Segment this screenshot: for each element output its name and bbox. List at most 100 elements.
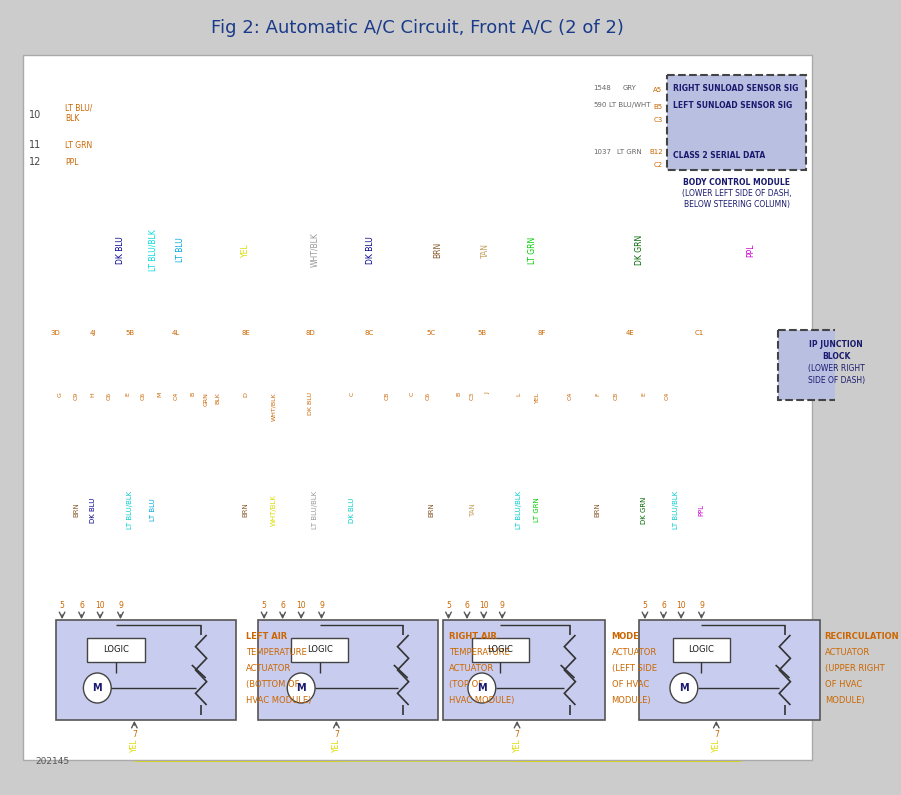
Text: 4J: 4J <box>89 330 96 336</box>
Text: RIGHT SUNLOAD SENSOR SIG: RIGHT SUNLOAD SENSOR SIG <box>673 83 798 92</box>
Text: (LOWER LEFT SIDE OF DASH,: (LOWER LEFT SIDE OF DASH, <box>682 189 791 198</box>
Text: C6: C6 <box>425 392 431 400</box>
Text: YEL: YEL <box>513 739 522 752</box>
Text: LEFT SUNLOAD SENSOR SIG: LEFT SUNLOAD SENSOR SIG <box>673 100 792 110</box>
Text: TAN: TAN <box>481 242 490 258</box>
Text: MODULE): MODULE) <box>824 696 864 705</box>
Text: PPL: PPL <box>698 504 705 516</box>
Text: TAN: TAN <box>469 503 476 517</box>
Circle shape <box>670 673 697 703</box>
Text: HVAC MODULE): HVAC MODULE) <box>246 696 311 705</box>
Text: DK GRN: DK GRN <box>641 496 647 524</box>
Text: BRN: BRN <box>73 502 79 518</box>
Text: LT BLU/BLK: LT BLU/BLK <box>673 491 679 529</box>
Text: LT BLU: LT BLU <box>177 238 186 262</box>
Text: YEL: YEL <box>535 392 540 403</box>
Text: 5: 5 <box>59 601 65 610</box>
Text: DK BLU: DK BLU <box>90 498 96 522</box>
Text: 590: 590 <box>593 102 606 108</box>
Text: IP JUNCTION: IP JUNCTION <box>809 340 863 349</box>
Text: (LEFT SIDE: (LEFT SIDE <box>612 664 657 673</box>
Text: 8F: 8F <box>538 330 546 336</box>
Text: Fig 2: Automatic A/C Circuit, Front A/C (2 of 2): Fig 2: Automatic A/C Circuit, Front A/C … <box>211 19 623 37</box>
Text: 9: 9 <box>118 601 123 610</box>
Text: LT BLU/WHT: LT BLU/WHT <box>609 102 651 108</box>
Text: (UPPER RIGHT: (UPPER RIGHT <box>824 664 885 673</box>
Text: C8: C8 <box>614 392 619 400</box>
Text: LT GRN: LT GRN <box>617 149 642 155</box>
Text: YEL: YEL <box>241 243 250 257</box>
Text: BLK: BLK <box>215 392 220 404</box>
Text: 5: 5 <box>261 601 267 610</box>
Text: G: G <box>58 392 63 397</box>
Text: BRN: BRN <box>432 242 441 258</box>
FancyBboxPatch shape <box>291 638 349 662</box>
Text: ACTUATOR: ACTUATOR <box>612 648 657 657</box>
Text: C4: C4 <box>665 392 669 401</box>
Text: 1548: 1548 <box>593 85 611 91</box>
Text: C6: C6 <box>141 392 145 400</box>
Text: C1: C1 <box>695 330 705 336</box>
Text: LT BLU/BLK: LT BLU/BLK <box>516 491 522 529</box>
Text: 5B: 5B <box>478 330 487 336</box>
Text: M: M <box>93 683 102 693</box>
Text: BRN: BRN <box>595 502 601 518</box>
Text: LT GRN: LT GRN <box>65 141 92 149</box>
Circle shape <box>287 673 315 703</box>
Text: OF HVAC: OF HVAC <box>824 680 862 689</box>
Text: 3D: 3D <box>50 330 60 336</box>
Text: TEMPERATURE: TEMPERATURE <box>246 648 306 657</box>
Text: BODY CONTROL MODULE: BODY CONTROL MODULE <box>683 178 790 187</box>
Text: (BOTTOM OF: (BOTTOM OF <box>246 680 299 689</box>
Text: MODULE): MODULE) <box>612 696 651 705</box>
Text: ACTUATOR: ACTUATOR <box>246 664 291 673</box>
Text: E: E <box>642 392 647 396</box>
Text: C6: C6 <box>107 392 112 400</box>
Text: 7: 7 <box>334 730 339 739</box>
Text: B: B <box>456 392 461 396</box>
FancyBboxPatch shape <box>56 620 236 720</box>
Text: C4: C4 <box>174 392 178 401</box>
Text: C9: C9 <box>74 392 78 401</box>
Text: B12: B12 <box>649 149 662 155</box>
FancyBboxPatch shape <box>51 340 768 388</box>
Text: M: M <box>679 683 688 693</box>
Text: 7: 7 <box>132 730 137 739</box>
Text: DK GRN: DK GRN <box>635 235 644 265</box>
Text: 7: 7 <box>714 730 719 739</box>
Text: 10: 10 <box>296 601 306 610</box>
Text: B5: B5 <box>653 104 662 110</box>
FancyBboxPatch shape <box>23 55 812 760</box>
Text: C8: C8 <box>385 392 390 400</box>
Text: LT BLU/BLK: LT BLU/BLK <box>149 229 158 271</box>
Text: LEFT AIR: LEFT AIR <box>246 632 287 641</box>
Text: 6: 6 <box>280 601 285 610</box>
Text: 202145: 202145 <box>35 758 69 766</box>
Text: BLK: BLK <box>65 114 79 122</box>
Text: A5: A5 <box>653 87 662 93</box>
Text: MODE: MODE <box>612 632 640 641</box>
Text: SIDE OF DASH): SIDE OF DASH) <box>807 376 865 385</box>
Text: BLOCK: BLOCK <box>822 352 851 361</box>
Text: M: M <box>296 683 306 693</box>
Text: LOGIC: LOGIC <box>688 646 714 654</box>
FancyBboxPatch shape <box>443 620 605 720</box>
Text: 10: 10 <box>479 601 488 610</box>
Text: B: B <box>190 392 196 396</box>
Text: 5C: 5C <box>426 330 435 336</box>
Text: CLASS 2 SERIAL DATA: CLASS 2 SERIAL DATA <box>673 150 765 160</box>
Text: (LOWER RIGHT: (LOWER RIGHT <box>808 364 865 373</box>
Text: C3: C3 <box>653 117 662 123</box>
Text: 8D: 8D <box>305 330 315 336</box>
Text: OF HVAC: OF HVAC <box>612 680 649 689</box>
Text: C2: C2 <box>653 162 662 168</box>
Text: YEL: YEL <box>712 739 721 752</box>
FancyBboxPatch shape <box>471 638 529 662</box>
Text: LT BLU/: LT BLU/ <box>65 103 92 113</box>
FancyBboxPatch shape <box>667 75 806 170</box>
Text: LT GRN: LT GRN <box>528 236 537 264</box>
Text: LOGIC: LOGIC <box>487 646 514 654</box>
Text: GRY: GRY <box>623 85 637 91</box>
Text: 5: 5 <box>446 601 450 610</box>
Text: WHT/BLK: WHT/BLK <box>271 392 276 421</box>
